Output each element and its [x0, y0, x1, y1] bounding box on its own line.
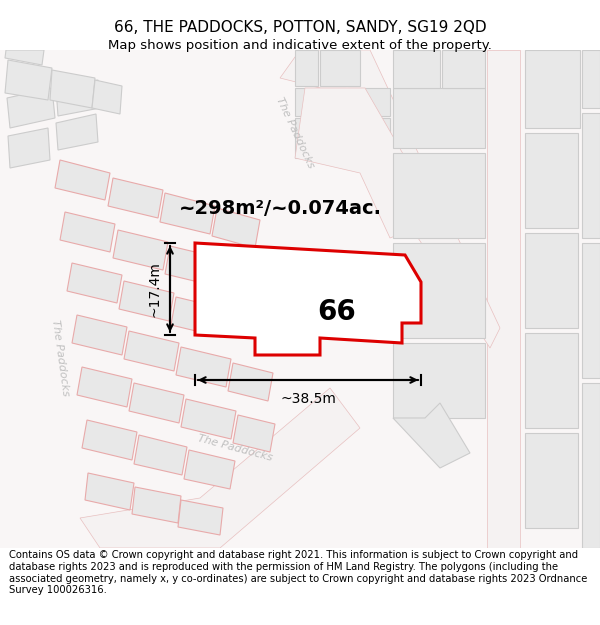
- Polygon shape: [119, 281, 174, 321]
- Polygon shape: [393, 50, 440, 88]
- Text: 66: 66: [317, 298, 356, 326]
- Polygon shape: [295, 50, 318, 86]
- Polygon shape: [393, 403, 470, 468]
- Text: ~38.5m: ~38.5m: [280, 392, 336, 406]
- Polygon shape: [0, 50, 600, 548]
- Polygon shape: [56, 114, 98, 150]
- Polygon shape: [55, 160, 110, 200]
- Polygon shape: [82, 420, 137, 460]
- Polygon shape: [393, 88, 485, 148]
- Polygon shape: [132, 487, 181, 523]
- Polygon shape: [348, 88, 390, 116]
- Polygon shape: [85, 473, 134, 510]
- Polygon shape: [5, 60, 52, 100]
- Polygon shape: [181, 399, 236, 439]
- Polygon shape: [113, 230, 168, 270]
- Polygon shape: [295, 88, 440, 238]
- Polygon shape: [160, 193, 215, 234]
- Polygon shape: [178, 500, 223, 535]
- Polygon shape: [92, 80, 122, 114]
- Polygon shape: [134, 435, 187, 475]
- Polygon shape: [525, 433, 578, 528]
- Text: 66, THE PADDOCKS, POTTON, SANDY, SG19 2QD: 66, THE PADDOCKS, POTTON, SANDY, SG19 2Q…: [113, 20, 487, 35]
- Text: Contains OS data © Crown copyright and database right 2021. This information is : Contains OS data © Crown copyright and d…: [9, 550, 587, 595]
- Polygon shape: [233, 415, 275, 452]
- Polygon shape: [171, 297, 226, 337]
- Polygon shape: [56, 80, 100, 116]
- Text: The Paddocks: The Paddocks: [196, 433, 274, 462]
- Polygon shape: [129, 383, 184, 423]
- Polygon shape: [108, 178, 163, 218]
- Polygon shape: [295, 88, 345, 116]
- Polygon shape: [176, 347, 231, 387]
- Polygon shape: [393, 243, 485, 338]
- Polygon shape: [442, 50, 485, 88]
- Polygon shape: [80, 388, 360, 548]
- Polygon shape: [212, 208, 260, 248]
- Text: ~298m²/~0.074ac.: ~298m²/~0.074ac.: [179, 199, 382, 217]
- Polygon shape: [393, 343, 485, 418]
- Text: The Paddocks: The Paddocks: [50, 319, 70, 397]
- Polygon shape: [217, 260, 263, 299]
- Polygon shape: [60, 212, 115, 252]
- Polygon shape: [582, 243, 600, 378]
- Polygon shape: [72, 315, 127, 355]
- Polygon shape: [320, 50, 360, 86]
- Polygon shape: [525, 233, 578, 328]
- Polygon shape: [280, 50, 500, 348]
- Polygon shape: [348, 118, 390, 158]
- Text: The Paddocks: The Paddocks: [274, 96, 316, 170]
- Polygon shape: [50, 70, 95, 108]
- Polygon shape: [582, 113, 600, 238]
- Polygon shape: [77, 367, 132, 407]
- Text: Map shows position and indicative extent of the property.: Map shows position and indicative extent…: [108, 39, 492, 52]
- Polygon shape: [525, 50, 580, 128]
- Polygon shape: [195, 243, 421, 355]
- Polygon shape: [5, 50, 44, 65]
- Polygon shape: [8, 128, 50, 168]
- Polygon shape: [487, 50, 520, 548]
- Polygon shape: [67, 263, 122, 303]
- Polygon shape: [525, 333, 578, 428]
- Polygon shape: [582, 383, 600, 548]
- Polygon shape: [295, 118, 345, 158]
- Polygon shape: [184, 450, 235, 489]
- Polygon shape: [165, 246, 220, 286]
- Polygon shape: [7, 88, 55, 128]
- Polygon shape: [525, 133, 578, 228]
- Text: ~17.4m: ~17.4m: [148, 261, 162, 317]
- Polygon shape: [582, 50, 600, 108]
- Polygon shape: [393, 153, 485, 238]
- Polygon shape: [228, 363, 273, 401]
- Polygon shape: [124, 331, 179, 371]
